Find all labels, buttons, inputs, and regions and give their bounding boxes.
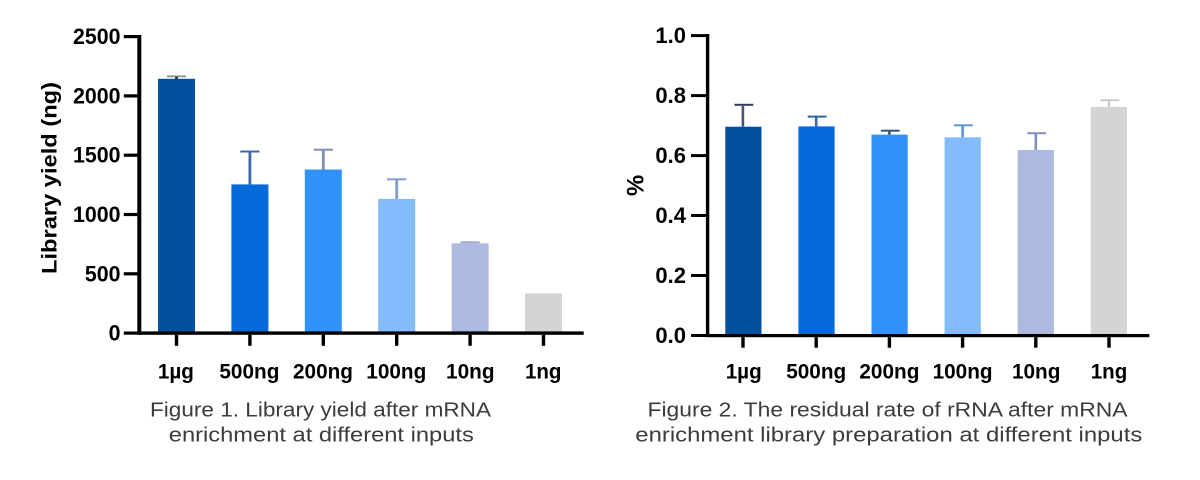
svg-text:2000: 2000: [73, 83, 121, 108]
svg-text:500ng: 500ng: [786, 360, 846, 383]
svg-text:0: 0: [109, 321, 121, 346]
svg-text:0.2: 0.2: [655, 263, 686, 288]
svg-text:200ng: 200ng: [859, 360, 919, 383]
svg-text:200ng: 200ng: [293, 360, 353, 383]
svg-text:enrichment library preparation: enrichment library preparation at differ…: [635, 425, 1142, 447]
svg-text:0.0: 0.0: [655, 323, 686, 348]
svg-text:0.6: 0.6: [655, 143, 686, 168]
svg-text:Figure 1. Library yield after: Figure 1. Library yield after mRNA: [150, 400, 492, 422]
svg-text:100ng: 100ng: [366, 360, 426, 383]
svg-text:%: %: [623, 175, 650, 196]
svg-text:1ng: 1ng: [525, 360, 562, 383]
svg-text:500: 500: [85, 261, 121, 286]
svg-text:1µg: 1µg: [726, 360, 762, 383]
svg-text:1000: 1000: [73, 202, 121, 227]
svg-text:1µg: 1µg: [158, 360, 194, 383]
svg-text:2500: 2500: [73, 24, 121, 49]
svg-text:10ng: 10ng: [1012, 360, 1061, 383]
svg-text:0.4: 0.4: [655, 203, 686, 228]
svg-text:1ng: 1ng: [1091, 360, 1128, 383]
svg-text:100ng: 100ng: [933, 360, 993, 383]
svg-text:enrichment at different inputs: enrichment at different inputs: [169, 425, 474, 447]
svg-text:Figure 2. The residual rate of: Figure 2. The residual rate of rRNA afte…: [648, 400, 1129, 422]
svg-text:Library yield (ng): Library yield (ng): [39, 82, 62, 274]
svg-text:500ng: 500ng: [219, 360, 279, 383]
svg-text:10ng: 10ng: [446, 360, 495, 383]
svg-text:0.8: 0.8: [655, 83, 686, 108]
svg-text:1500: 1500: [73, 143, 121, 168]
svg-text:1.0: 1.0: [655, 23, 686, 48]
